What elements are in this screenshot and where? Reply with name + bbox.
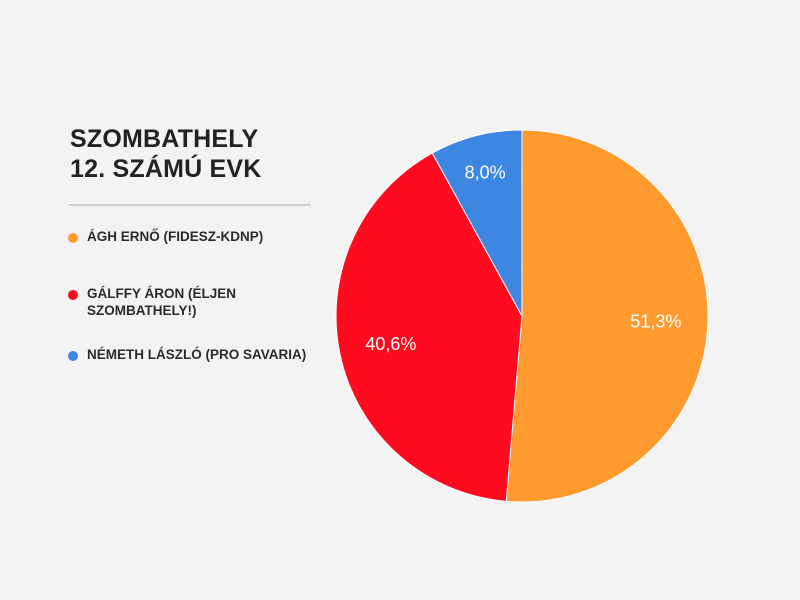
slice-value-label-agh-erno: 51,3%: [630, 312, 681, 332]
slice-value-label-galffy-aron: 40,6%: [365, 334, 416, 354]
slice-value-label-nemeth-laszlo: 8,0%: [465, 163, 506, 183]
chart-title: SZOMBATHELY 12. SZÁMÚ EVK: [70, 124, 320, 184]
title-divider: [69, 204, 311, 206]
legend-swatch-galffy-aron: [68, 290, 78, 300]
chart-title-line-2: 12. SZÁMÚ EVK: [70, 155, 262, 183]
legend-label-nemeth-laszlo: NÉMETH LÁSZLÓ (PRO SAVARIA): [87, 347, 307, 362]
legend-swatch-nemeth-laszlo: [68, 351, 78, 361]
pie-slice-nemeth-laszlo: [431, 129, 523, 317]
legend-swatch-agh-erno: [68, 233, 78, 243]
pie-slice-agh-erno: [505, 129, 709, 503]
legend-label-agh-erno: ÁGH ERNŐ (FIDESZ-KDNP): [87, 229, 264, 244]
chart-title-line-1: SZOMBATHELY: [70, 125, 259, 153]
pie-slice-galffy-aron: [335, 152, 523, 502]
legend-label-galffy-aron: GÁLFFY ÁRON (ÉLJEN SZOMBATHELY!): [87, 286, 237, 318]
